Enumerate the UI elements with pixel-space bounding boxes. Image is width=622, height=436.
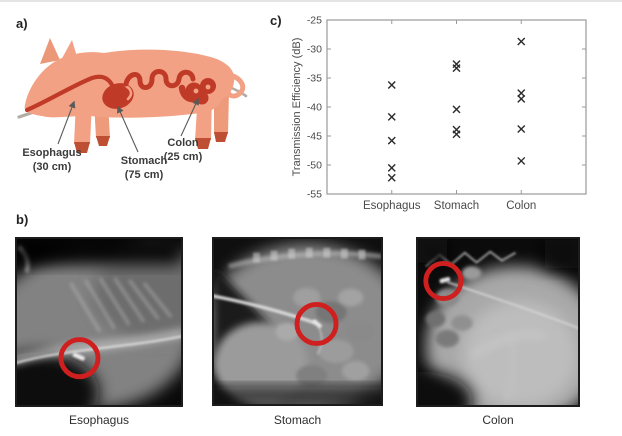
capsule — [72, 352, 85, 361]
data-point-x-marker — [452, 64, 461, 73]
xray-colon-image — [418, 239, 578, 405]
esophagus-label: Esophagus (30 cm) — [16, 146, 88, 175]
y-tick-label: -50 — [307, 160, 322, 172]
xray-esophagus-label: Esophagus — [68, 413, 130, 427]
y-axis-label: Transmission Efficiency (dB) — [291, 38, 303, 177]
xray-colon-label: Colon — [482, 413, 514, 427]
data-point-x-marker — [452, 130, 461, 139]
panel-b-tag: b) — [16, 212, 29, 227]
data-point-x-marker — [452, 105, 461, 114]
data-point-x-marker — [517, 94, 526, 103]
capsule-marker-circle — [423, 261, 464, 302]
y-tick-label: -35 — [307, 73, 322, 85]
colon-label-name: Colon — [167, 137, 199, 149]
colon-label-length: (25 cm) — [163, 151, 203, 164]
data-point-x-marker — [387, 112, 396, 121]
esophagus-arrow — [57, 100, 76, 145]
esophagus-label-name: Esophagus — [22, 147, 82, 159]
y-tick-label: -55 — [307, 189, 322, 201]
data-point-x-marker — [517, 125, 526, 134]
xray-stomach-image — [214, 239, 381, 404]
y-tick-label: -45 — [307, 131, 322, 143]
capsule — [312, 319, 322, 328]
capsule-marker-circle — [294, 301, 339, 346]
pig-ear-front — [40, 38, 60, 64]
panel-c-tag: c) — [270, 13, 282, 28]
x-category-label: Esophagus — [363, 200, 421, 212]
top-edge-line — [0, 0, 622, 2]
data-point-x-marker — [517, 156, 526, 165]
feeding-tube-line — [214, 294, 317, 325]
pig-body — [24, 49, 235, 118]
gut-mottling — [275, 287, 376, 387]
intestine-path — [123, 69, 196, 90]
stomach-label: Stomach (75 cm) — [112, 154, 176, 183]
y-tick-label: -25 — [307, 15, 322, 27]
xray-esophagus — [15, 237, 183, 407]
capsule-marker-circle — [58, 337, 101, 380]
stomach-swirl — [124, 84, 133, 101]
data-point-x-marker — [387, 163, 396, 172]
stomach-label-name: Stomach — [120, 155, 168, 167]
data-point-x-marker — [517, 37, 526, 46]
capsule — [439, 277, 451, 284]
xray-esophagus-image — [17, 239, 181, 405]
data-point-x-marker — [387, 80, 396, 89]
xray-stomach-label: Stomach — [273, 413, 322, 427]
plot-box — [326, 19, 587, 195]
panel-a-tag: a) — [16, 16, 28, 31]
data-point-x-marker — [387, 173, 396, 182]
scatter-plot: -25 -30 -35 -40 -45 -50 -55 Esophagus Stomach Col… — [291, 15, 587, 212]
esophagus-path — [24, 74, 116, 113]
rib-streaks — [69, 277, 173, 333]
colon-arrow — [180, 97, 199, 137]
xray-stomach — [212, 237, 383, 406]
y-tick-label: -30 — [307, 44, 322, 56]
colon-label: Colon (25 cm) — [154, 136, 212, 165]
esophagus-label-length: (30 cm) — [32, 161, 72, 174]
x-category-label: Stomach — [434, 200, 479, 212]
xray-colon — [416, 237, 580, 407]
stomach-label-length: (75 cm) — [124, 169, 164, 182]
y-tick-label: -40 — [307, 102, 322, 114]
x-category-label: Colon — [506, 200, 536, 212]
vertebrae — [253, 247, 366, 263]
stomach-shape — [102, 83, 134, 109]
stomach-arrow — [117, 105, 139, 153]
data-point-x-marker — [387, 136, 396, 145]
data-point-x-marker — [517, 89, 526, 98]
pig-diagram — [17, 38, 248, 153]
